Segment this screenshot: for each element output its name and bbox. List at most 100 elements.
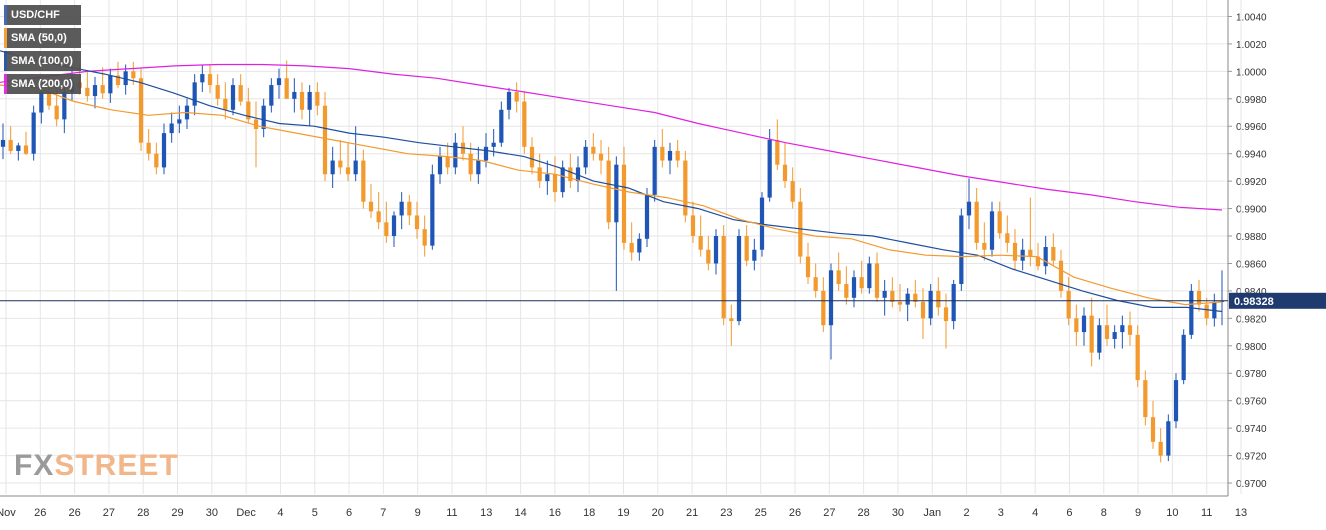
y-tick-label: 0.9880 — [1236, 232, 1267, 243]
x-tick-label: 4 — [1032, 507, 1038, 519]
x-tick-label: 4 — [277, 507, 283, 519]
candle-body — [1035, 256, 1041, 267]
x-tick-label: 9 — [415, 507, 421, 519]
candle-body — [690, 215, 696, 237]
candle-body — [706, 249, 711, 264]
candle-body — [437, 156, 443, 175]
x-tick-label: 23 — [720, 507, 732, 519]
x-tick-label: 6 — [1066, 507, 1072, 519]
x-tick-label: 13 — [480, 507, 492, 519]
candle-body — [1058, 260, 1064, 291]
candle-body — [499, 109, 504, 143]
candle-body — [989, 211, 995, 250]
candle-body — [974, 201, 979, 243]
candle-body — [491, 142, 496, 147]
candle-body — [192, 82, 197, 106]
candle-body — [1020, 249, 1025, 261]
candle-body — [0, 139, 6, 147]
legend-item-sma200: SMA (200,0) — [4, 74, 81, 94]
candle-body — [813, 277, 818, 291]
candle-body — [1120, 325, 1125, 333]
candle-body — [982, 242, 987, 250]
candle-body — [1143, 380, 1148, 418]
y-tick-label: 0.9900 — [1236, 205, 1267, 216]
x-tick-label: 26 — [68, 507, 80, 519]
x-tick-label: 8 — [1101, 507, 1107, 519]
x-tick-label: 20 — [652, 507, 664, 519]
candle-body — [123, 71, 128, 86]
x-tick-label: 27 — [823, 507, 835, 519]
candle-body — [1097, 325, 1102, 353]
candle-body — [568, 167, 573, 182]
candle-body — [115, 75, 121, 86]
candle-body — [131, 71, 136, 79]
candle-body — [805, 256, 811, 278]
x-tick-label: 28 — [858, 507, 870, 519]
x-tick-label: 25 — [755, 507, 767, 519]
legend-label: SMA (200,0) — [11, 78, 73, 90]
candle-body — [583, 146, 588, 168]
candle-body — [445, 156, 450, 168]
legend-item-usdchf: USD/CHF — [4, 5, 81, 25]
y-tick-label: 0.9860 — [1236, 259, 1267, 270]
candle-body — [391, 215, 397, 237]
candle-body — [62, 91, 67, 120]
candle-body — [8, 139, 13, 151]
candle-body — [100, 85, 105, 94]
x-tick-label: Jan — [923, 507, 941, 519]
candle-body — [1089, 315, 1094, 353]
candle-body — [284, 78, 289, 99]
x-tick-label: 19 — [617, 507, 629, 519]
legend-label: USD/CHF — [11, 9, 60, 21]
candle-body — [790, 181, 795, 202]
candle-body — [169, 123, 174, 134]
y-tick-label: 1.0040 — [1236, 12, 1267, 23]
x-tick-label: 9 — [1135, 507, 1141, 519]
candle-body — [1005, 233, 1010, 243]
candle-body — [407, 201, 412, 216]
candle-body — [215, 85, 220, 99]
candle-body — [752, 249, 757, 261]
x-tick-label: 6 — [346, 507, 352, 519]
candle-body — [31, 112, 36, 154]
candle-body — [744, 236, 749, 261]
candle-body — [606, 160, 611, 223]
candle-body — [652, 146, 657, 195]
candle-body — [207, 74, 213, 86]
x-tick-label: 2 — [963, 507, 969, 519]
candle-body — [85, 87, 90, 97]
candle-body — [1219, 300, 1225, 302]
candle-body — [1066, 290, 1071, 319]
candle-body — [1181, 334, 1186, 381]
candle-body — [338, 160, 343, 168]
y-tick-label: 0.9980 — [1236, 95, 1267, 106]
candle-body — [138, 78, 144, 143]
candle-body — [1012, 242, 1018, 261]
candle-body — [1173, 380, 1179, 422]
candle-body — [552, 174, 558, 193]
candle-body — [54, 105, 59, 120]
candle-body — [529, 146, 535, 168]
candle-body — [345, 167, 351, 175]
candle-body — [591, 146, 596, 154]
current-price-label: 0.98328 — [1234, 296, 1274, 308]
candle-body — [1158, 441, 1163, 456]
candle-body — [146, 142, 151, 154]
candle-body — [545, 174, 550, 182]
candle-body — [292, 91, 297, 99]
candle-body — [859, 277, 864, 289]
candle-body — [506, 91, 512, 110]
candle-body — [775, 139, 780, 165]
candle-body — [675, 150, 680, 161]
candle-body — [253, 119, 259, 129]
candle-body — [598, 153, 604, 161]
x-tick-label: 13 — [1235, 507, 1247, 519]
candle-body — [1081, 315, 1087, 333]
candle-body — [928, 290, 933, 319]
candle-body — [1189, 290, 1194, 335]
x-tick-label: 29 — [171, 507, 183, 519]
candle-body — [230, 85, 236, 110]
y-tick-label: 0.9700 — [1236, 479, 1267, 490]
candle-body — [276, 78, 282, 86]
candle-body — [177, 119, 182, 124]
